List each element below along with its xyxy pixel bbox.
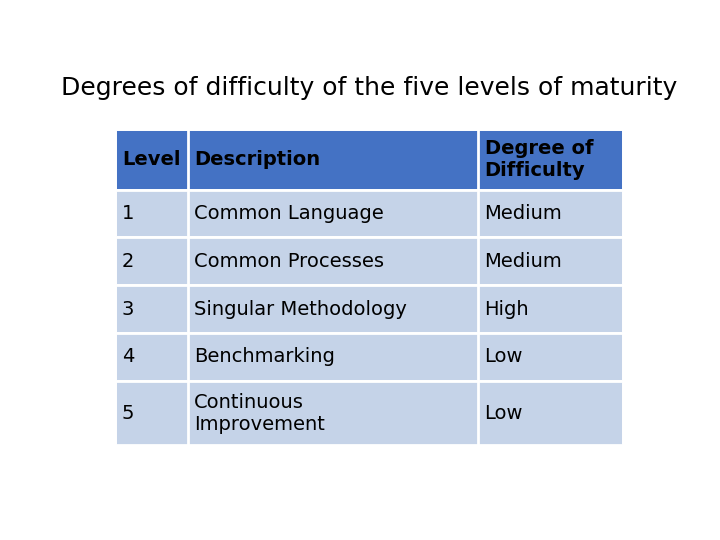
FancyBboxPatch shape <box>115 381 623 446</box>
FancyBboxPatch shape <box>115 285 623 333</box>
Text: 4: 4 <box>122 347 134 367</box>
Text: Medium: Medium <box>485 252 562 271</box>
Text: High: High <box>485 300 529 319</box>
Text: 5: 5 <box>122 403 135 422</box>
Text: 2: 2 <box>122 252 134 271</box>
Text: Common Language: Common Language <box>194 204 384 223</box>
Text: Continuous
Improvement: Continuous Improvement <box>194 393 325 434</box>
FancyBboxPatch shape <box>115 129 623 190</box>
Text: 3: 3 <box>122 300 134 319</box>
Text: 1: 1 <box>122 204 134 223</box>
Text: Low: Low <box>485 403 523 422</box>
Text: Singular Methodology: Singular Methodology <box>194 300 408 319</box>
Text: Level: Level <box>122 150 180 169</box>
FancyBboxPatch shape <box>115 333 623 381</box>
Text: Description: Description <box>194 150 320 169</box>
Text: Benchmarking: Benchmarking <box>194 347 336 367</box>
Text: Common Processes: Common Processes <box>194 252 384 271</box>
Text: Low: Low <box>485 347 523 367</box>
FancyBboxPatch shape <box>115 190 623 238</box>
Text: Medium: Medium <box>485 204 562 223</box>
Text: Degrees of difficulty of the five levels of maturity: Degrees of difficulty of the five levels… <box>61 76 677 100</box>
FancyBboxPatch shape <box>115 238 623 285</box>
Text: Degree of
Difficulty: Degree of Difficulty <box>485 139 593 180</box>
